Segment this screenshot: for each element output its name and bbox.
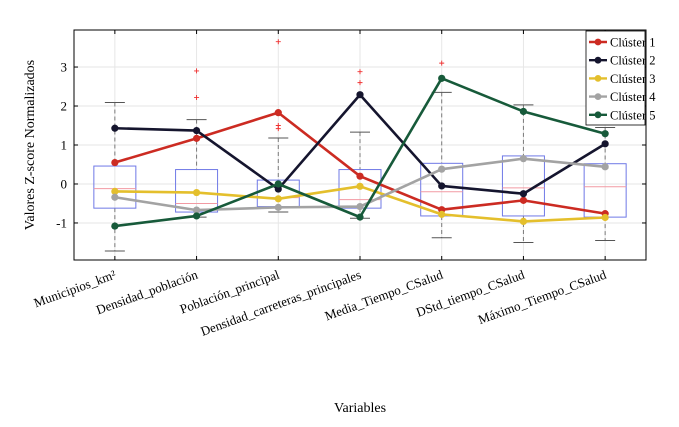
- legend-label: Clúster 4: [610, 90, 656, 104]
- legend-label: Clúster 5: [610, 108, 655, 122]
- series: [111, 182, 609, 226]
- data-point: [274, 203, 282, 211]
- data-point: [356, 172, 364, 180]
- data-point: [111, 124, 119, 132]
- data-point: [519, 217, 528, 226]
- data-point: [519, 196, 528, 204]
- data-point: [356, 91, 364, 99]
- data-point: [192, 212, 201, 220]
- data-point: [356, 213, 364, 221]
- legend-marker: [594, 111, 602, 119]
- legend-item: Clúster 1: [589, 36, 655, 50]
- series: [111, 91, 609, 198]
- y-tick-label: 2: [61, 99, 68, 114]
- data-point: [601, 130, 609, 138]
- data-point: [111, 222, 119, 230]
- y-tick-label: 1: [61, 138, 68, 153]
- data-point: [438, 182, 446, 190]
- y-tick-label: 3: [61, 60, 68, 75]
- data-point: [274, 180, 282, 188]
- data-point: [601, 163, 609, 171]
- legend-marker: [594, 56, 602, 64]
- outlier-marker: [439, 60, 445, 66]
- y-tick-label: -1: [56, 215, 67, 230]
- data-point: [274, 109, 282, 117]
- legend-label: Clúster 3: [610, 72, 655, 86]
- data-point: [438, 210, 446, 218]
- legend-marker: [594, 93, 602, 100]
- legend-item: Clúster 2: [589, 54, 655, 68]
- data-point: [601, 213, 609, 222]
- data-point: [356, 202, 364, 211]
- x-axis-title: Variables: [334, 401, 386, 416]
- legend-item: Clúster 3: [589, 72, 655, 86]
- data-point: [192, 188, 201, 197]
- data-point: [111, 187, 119, 195]
- outlier-marker: [275, 123, 281, 129]
- data-point: [111, 158, 119, 167]
- data-point: [438, 165, 446, 173]
- data-point: [601, 140, 609, 148]
- legend-item: Clúster 5: [589, 108, 655, 122]
- outlier-marker: [194, 68, 200, 74]
- data-point: [274, 195, 282, 203]
- y-tick-label: 0: [61, 176, 68, 191]
- data-point: [274, 185, 282, 193]
- outlier-marker: [194, 94, 200, 100]
- legend-marker: [594, 38, 602, 46]
- data-point: [519, 155, 528, 163]
- y-axis-title: Valores Z-score Normalizados: [23, 60, 38, 230]
- data-point: [519, 190, 528, 198]
- data-point: [192, 126, 201, 135]
- series-lines: [111, 74, 609, 230]
- legend-marker: [594, 75, 602, 82]
- data-point: [192, 206, 201, 214]
- legend-label: Clúster 2: [610, 54, 655, 68]
- legend: Clúster 1 Clúster 2 Clúster 3 Clúster 4 Clús…: [585, 30, 656, 126]
- series: [111, 74, 609, 230]
- data-point: [438, 74, 446, 82]
- data-point: [111, 193, 119, 201]
- grid-lines: [74, 30, 646, 260]
- legend-item: Clúster 4: [589, 90, 656, 104]
- data-point: [192, 134, 201, 142]
- series: [111, 155, 609, 214]
- outlier-marker: [357, 69, 363, 75]
- outlier-marker: [275, 39, 281, 45]
- legend-label: Clúster 1: [610, 36, 655, 50]
- data-point: [519, 107, 528, 116]
- outlier-marker: [357, 80, 363, 86]
- series: [111, 109, 609, 218]
- data-point: [356, 182, 364, 190]
